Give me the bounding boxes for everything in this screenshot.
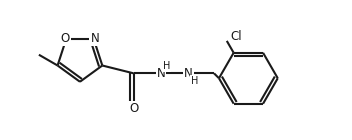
Text: N: N [157, 67, 165, 80]
Text: H: H [191, 76, 198, 86]
Text: O: O [61, 32, 70, 45]
Text: N: N [90, 32, 99, 45]
Text: N: N [184, 67, 193, 80]
Text: O: O [129, 102, 138, 115]
Text: Cl: Cl [231, 31, 242, 44]
Text: H: H [163, 61, 171, 72]
